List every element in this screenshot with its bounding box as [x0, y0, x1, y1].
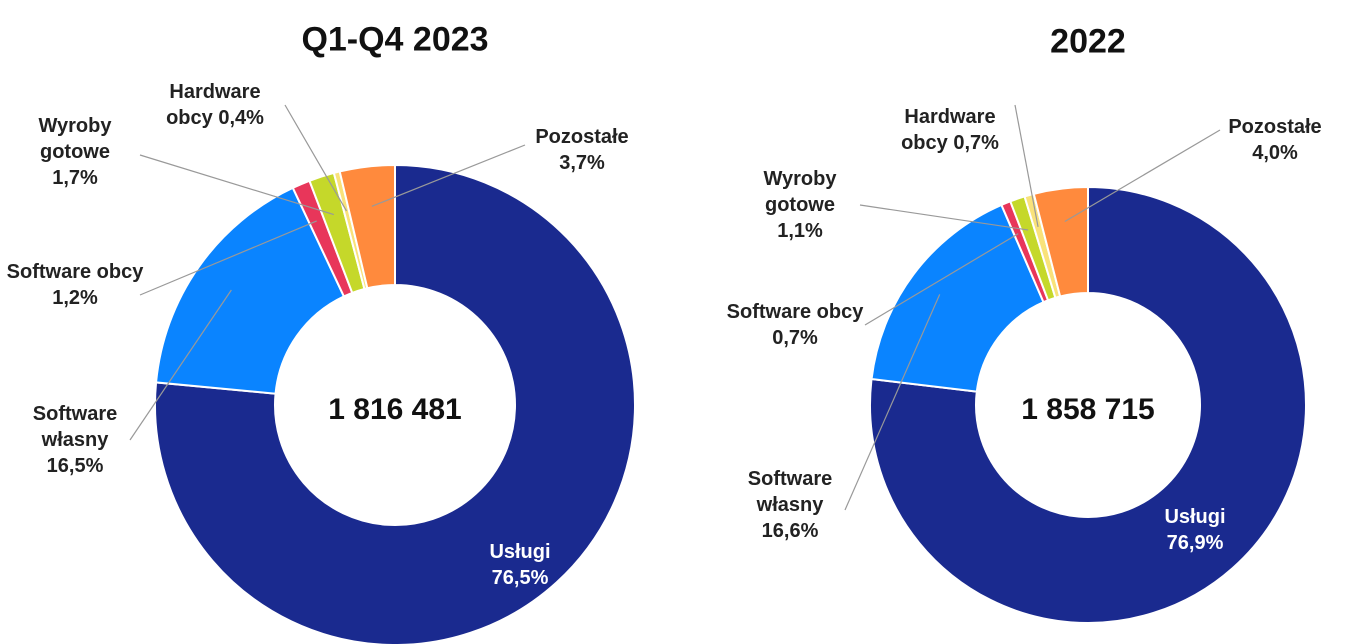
slice-label: Pozostałe 3,7%: [522, 124, 642, 176]
value-label: 16,6%: [761, 520, 819, 542]
category-label: Software własny: [747, 468, 833, 516]
leader-line: [284, 104, 347, 212]
slice-label: Software obcy 1,2%: [5, 259, 145, 311]
chart-title: Q1-Q4 2023: [301, 20, 489, 59]
center-total: 1 816 481: [328, 393, 462, 426]
value-label: 76,5%: [491, 567, 549, 589]
value-label: 1,7%: [52, 167, 98, 189]
center-total: 1 858 715: [1021, 393, 1155, 426]
leader-line: [844, 294, 941, 511]
donut-slice: [1032, 185, 1089, 298]
slice-label: Wyroby gotowe 1,7%: [25, 113, 125, 191]
donut-slice: [154, 186, 346, 395]
category-label: Hardware obcy: [166, 81, 261, 129]
value-label: 16,5%: [46, 455, 104, 477]
value-label: 76,9%: [1166, 532, 1224, 554]
slice-label: Software własny 16,6%: [740, 466, 840, 544]
leader-line: [129, 289, 232, 441]
category-label: Wyroby gotowe: [38, 115, 112, 163]
category-label: Usługi: [1164, 506, 1226, 528]
value-label: 0,7%: [772, 327, 818, 349]
category-label: Pozostałe: [1228, 116, 1322, 138]
category-label: Pozostałe: [535, 126, 629, 148]
leader-line: [1014, 104, 1039, 227]
donut-slice: [154, 163, 636, 644]
category-label: Software obcy: [6, 261, 144, 283]
value-label: 0,4%: [218, 107, 264, 129]
category-label: Usługi: [489, 541, 551, 563]
donut-slice: [338, 163, 396, 290]
value-label: 3,7%: [559, 152, 605, 174]
category-label: Software obcy: [726, 301, 864, 323]
leader-line: [859, 204, 1029, 231]
slice-label: Software obcy 0,7%: [725, 299, 865, 351]
chart-title: 2022: [1050, 22, 1126, 61]
slice-label: Hardware obcy 0,7%: [880, 104, 1020, 156]
slice-label: Pozostałe 4,0%: [1215, 114, 1335, 166]
leader-line: [139, 220, 317, 296]
value-label: 0,7%: [953, 132, 999, 154]
category-label: Hardware obcy: [901, 106, 996, 154]
leader-line: [139, 154, 334, 216]
slice-label: Usługi 76,9%: [1150, 504, 1240, 556]
leader-line: [1064, 129, 1221, 222]
slice-label: Usługi 76,5%: [475, 539, 565, 591]
value-label: 1,1%: [777, 220, 823, 242]
slice-label: Hardware obcy 0,4%: [165, 79, 265, 131]
slice-label: Wyroby gotowe 1,1%: [750, 166, 850, 244]
donut-slice: [869, 185, 1307, 624]
leader-line: [371, 144, 526, 207]
donut-slice: [870, 203, 1045, 393]
slice-label: Software własny 16,5%: [25, 401, 125, 479]
category-label: Software własny: [32, 403, 118, 451]
category-label: Wyroby gotowe: [763, 168, 837, 216]
value-label: 1,2%: [52, 287, 98, 309]
leader-line: [864, 233, 1019, 326]
value-label: 4,0%: [1252, 142, 1298, 164]
